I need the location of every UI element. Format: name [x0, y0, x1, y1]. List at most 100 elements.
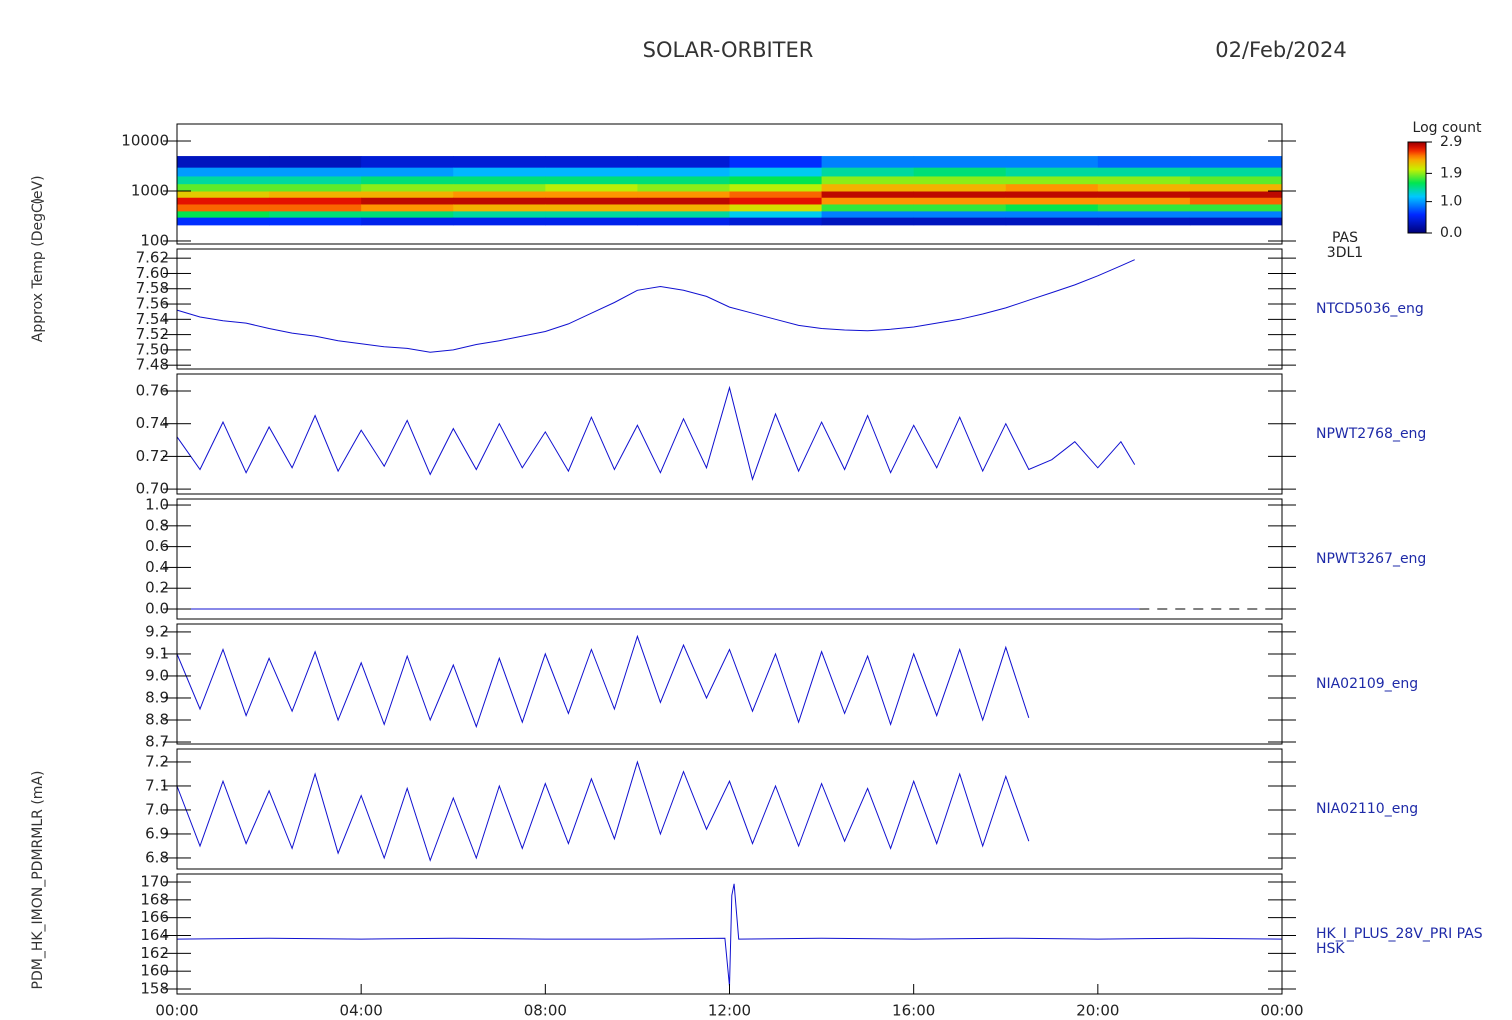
panel-label: HK_I_PLUS_28V_PRI PAS	[1316, 926, 1483, 942]
heatmap-cell	[269, 167, 362, 177]
panel-frame	[176, 248, 1283, 370]
heatmap-cell	[1005, 183, 1099, 192]
heatmap-cell	[1005, 175, 1099, 185]
heatmap-cell	[269, 210, 362, 218]
heatmap-cell	[637, 167, 730, 177]
heatmap-cell	[1189, 203, 1283, 212]
x-tick-label: 08:00	[524, 1002, 567, 1020]
heatmap-cell	[269, 197, 362, 205]
heatmap-cell	[729, 183, 823, 192]
heatmap-cell	[1189, 183, 1283, 192]
heatmap-cell	[1189, 175, 1283, 185]
data-line	[176, 385, 1136, 482]
heatmap-cell	[545, 203, 638, 212]
heatmap-cell	[637, 190, 730, 198]
heatmap-cell	[729, 175, 823, 185]
heatmap-cell	[913, 217, 1007, 226]
y-tick-label: 7.54	[136, 310, 169, 328]
heatmap-cell	[1189, 190, 1283, 198]
x-tick-label: 04:00	[340, 1002, 383, 1020]
heatmap-cell	[269, 175, 362, 185]
data-line	[176, 883, 1283, 987]
y-tick-label: 162	[140, 944, 169, 962]
panel-label: PAS	[1332, 230, 1358, 246]
heatmap-cell	[729, 190, 823, 198]
heatmap-cell	[913, 167, 1007, 177]
heatmap-cell	[453, 167, 546, 177]
y-tick-label: 9.1	[145, 644, 169, 662]
heatmap-cell	[545, 197, 638, 205]
panel-label: 3DL1	[1327, 245, 1363, 261]
heatmap-cell	[1097, 156, 1191, 168]
colorbar-tick-label: 0.0	[1440, 225, 1462, 241]
y-tick-label: 158	[140, 980, 169, 998]
heatmap-cell	[821, 217, 915, 226]
y-axis-label: Approx Temp (DegC)	[30, 198, 46, 342]
heatmap-cell	[545, 175, 638, 185]
y-tick-label: 1000	[131, 181, 169, 199]
panel-label: NIA02110_eng	[1316, 801, 1418, 817]
heatmap-cell	[637, 156, 730, 168]
y-tick-label: 0.4	[145, 558, 169, 576]
heatmap-cell	[269, 203, 362, 212]
y-tick-label: 9.0	[145, 666, 169, 684]
heatmap-cell	[361, 175, 454, 185]
heatmap-cell	[821, 197, 915, 205]
heatmap-cell	[545, 156, 638, 168]
data-line	[176, 259, 1135, 353]
x-tick-label: 00:00	[1260, 1002, 1303, 1020]
heatmap-cell	[1005, 156, 1099, 168]
heatmap-cell	[729, 197, 823, 205]
y-tick-label: 7.0	[145, 800, 169, 818]
heatmap-cell	[361, 190, 454, 198]
heatmap-cell	[269, 183, 362, 192]
y-axis-label: (eV)	[30, 175, 46, 204]
heatmap-cell	[269, 217, 362, 226]
heatmap-cell	[177, 183, 270, 192]
y-tick-label: 8.7	[145, 733, 169, 751]
heatmap-cell	[913, 183, 1007, 192]
heatmap-cell	[453, 210, 546, 218]
y-tick-label: 8.9	[145, 688, 169, 706]
heatmap-cell	[1189, 197, 1283, 205]
heatmap-cell	[1005, 203, 1099, 212]
heatmap-cell	[177, 217, 270, 226]
y-tick-label: 10000	[121, 132, 169, 150]
heatmap-cell	[1097, 210, 1191, 218]
heatmap-cell	[545, 217, 638, 226]
colorbar-title: Log count	[1413, 120, 1482, 136]
heatmap-cell	[1005, 217, 1099, 226]
y-tick-label: 9.2	[145, 622, 169, 640]
panel-frame	[176, 623, 1283, 745]
heatmap-cell	[821, 156, 915, 168]
y-tick-label: 0.70	[136, 480, 169, 498]
y-tick-label: 7.2	[145, 752, 169, 770]
heatmap-cell	[1005, 190, 1099, 198]
heatmap-cell	[177, 156, 270, 168]
panel-label: NPWT2768_eng	[1316, 426, 1426, 442]
colorbar-tick-label: 1.0	[1440, 194, 1462, 210]
y-tick-label: 0.0	[145, 600, 169, 618]
panel-label: NPWT3267_eng	[1316, 551, 1426, 567]
heatmap-cell	[1005, 167, 1099, 177]
y-axis-label: PDM_HK_IMON_PDMRMLR (mA)	[30, 771, 46, 990]
heatmap-cell	[453, 156, 546, 168]
heatmap-cell	[729, 210, 823, 218]
panel-frame	[176, 373, 1283, 495]
heatmap-cell	[1097, 183, 1191, 192]
y-tick-label: 0.6	[145, 537, 169, 555]
heatmap-cell	[1189, 156, 1283, 168]
heatmap-cell	[637, 217, 730, 226]
panel-label: NTCD5036_eng	[1316, 301, 1424, 317]
heatmap-cell	[453, 183, 546, 192]
heatmap-cell	[913, 197, 1007, 205]
y-tick-label: 100	[140, 231, 169, 249]
heatmap-cell	[545, 190, 638, 198]
heatmap-cell	[545, 210, 638, 218]
y-tick-label: 6.8	[145, 848, 169, 866]
y-tick-label: 0.74	[136, 414, 169, 432]
y-tick-label: 7.52	[136, 325, 169, 343]
heatmap-cell	[453, 217, 546, 226]
heatmap-cell	[269, 190, 362, 198]
